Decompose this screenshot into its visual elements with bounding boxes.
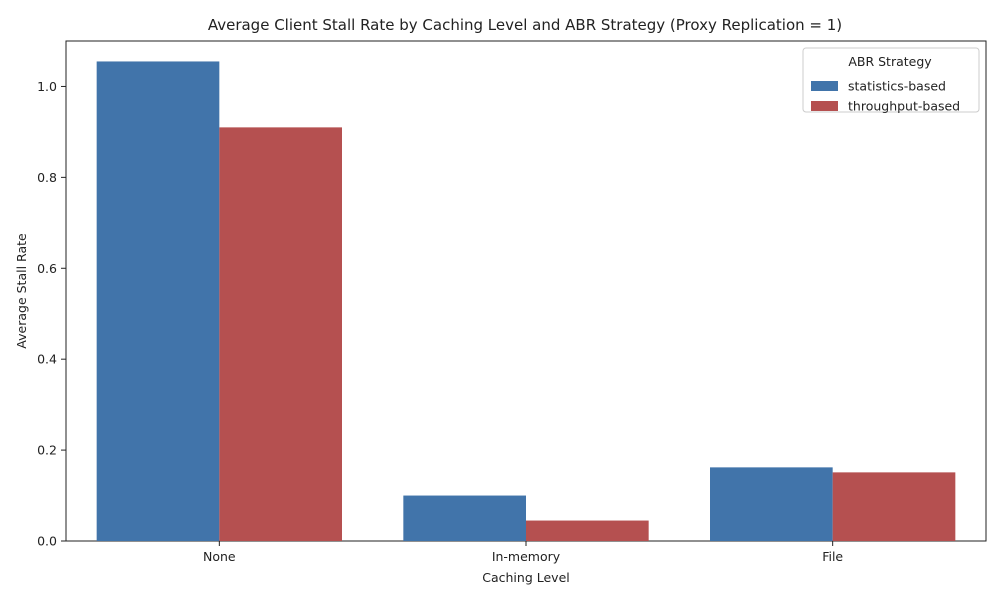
bar-statistics-based-In-memory — [403, 495, 526, 541]
y-tick-label: 0.8 — [37, 170, 57, 185]
y-tick-label: 0.0 — [37, 534, 57, 549]
bar-statistics-based-None — [96, 61, 220, 542]
chart-title: Average Client Stall Rate by Caching Lev… — [208, 16, 842, 34]
y-axis: 0.0 0.2 0.4 0.6 0.8 1.0 — [37, 79, 66, 549]
bar-throughput-based-File — [832, 472, 956, 541]
plot-area: 0.0 0.2 0.4 0.6 0.8 1.0 None In-memory File — [37, 40, 987, 564]
x-tick-label: None — [203, 549, 236, 564]
x-tick-label: File — [822, 549, 843, 564]
x-axis-label: Caching Level — [482, 570, 569, 585]
y-tick-label: 0.2 — [37, 443, 57, 458]
y-tick-label: 0.4 — [37, 352, 57, 367]
legend-items: statistics-based throughput-based — [811, 79, 960, 114]
y-tick-label: 0.6 — [37, 261, 57, 276]
legend: ABR Strategy statistics-based throughput-… — [802, 47, 980, 114]
legend-swatch-statistics-based — [811, 81, 838, 91]
x-axis: None In-memory File — [203, 541, 843, 564]
legend-swatch-throughput-based — [811, 101, 838, 111]
bar-throughput-based-None — [219, 127, 342, 541]
bars — [96, 61, 956, 542]
legend-label-statistics-based: statistics-based — [848, 79, 946, 94]
x-tick-label: In-memory — [492, 549, 561, 564]
legend-label-throughput-based: throughput-based — [848, 99, 960, 114]
y-axis-label: Average Stall Rate — [14, 233, 29, 349]
y-tick-label: 1.0 — [37, 79, 57, 94]
legend-title: ABR Strategy — [848, 54, 932, 69]
bar-statistics-based-File — [710, 467, 833, 541]
bar-throughput-based-In-memory — [526, 520, 649, 541]
legend-box — [802, 47, 980, 113]
